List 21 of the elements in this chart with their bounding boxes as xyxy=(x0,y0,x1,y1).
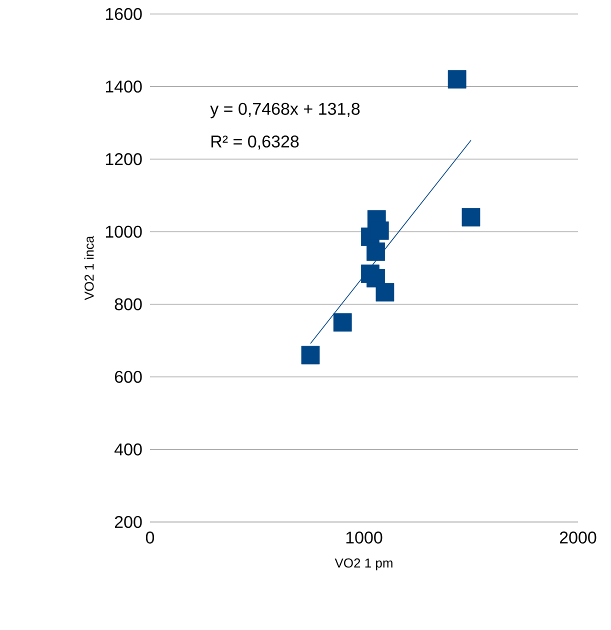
y-tick-label: 1600 xyxy=(106,8,142,20)
y-tick-label: 600 xyxy=(114,370,142,383)
point xyxy=(366,242,385,261)
point xyxy=(301,346,320,364)
point xyxy=(333,313,352,332)
x-tick-label: 2000 xyxy=(560,532,596,544)
y-tick-label: 1200 xyxy=(106,153,142,166)
y-tick-label: 1000 xyxy=(106,226,142,238)
x-tick-label: 0 xyxy=(146,532,154,544)
y-tick-label: 400 xyxy=(114,443,142,456)
x-axis-title: VO2 1 pm xyxy=(334,558,392,570)
y-axis-title: VO2 1 inca xyxy=(84,236,94,300)
annotation: R² = 0,6328 xyxy=(212,136,299,150)
y-tick-label: 200 xyxy=(114,516,142,528)
point xyxy=(448,70,466,89)
annotation: y = 0,7468x + 131,8 xyxy=(210,102,360,118)
point xyxy=(462,208,480,226)
y-tick-label: 800 xyxy=(114,298,142,310)
y-tick-label: 1400 xyxy=(106,80,142,93)
point xyxy=(376,283,394,302)
x-tick-label: 1000 xyxy=(346,532,382,544)
